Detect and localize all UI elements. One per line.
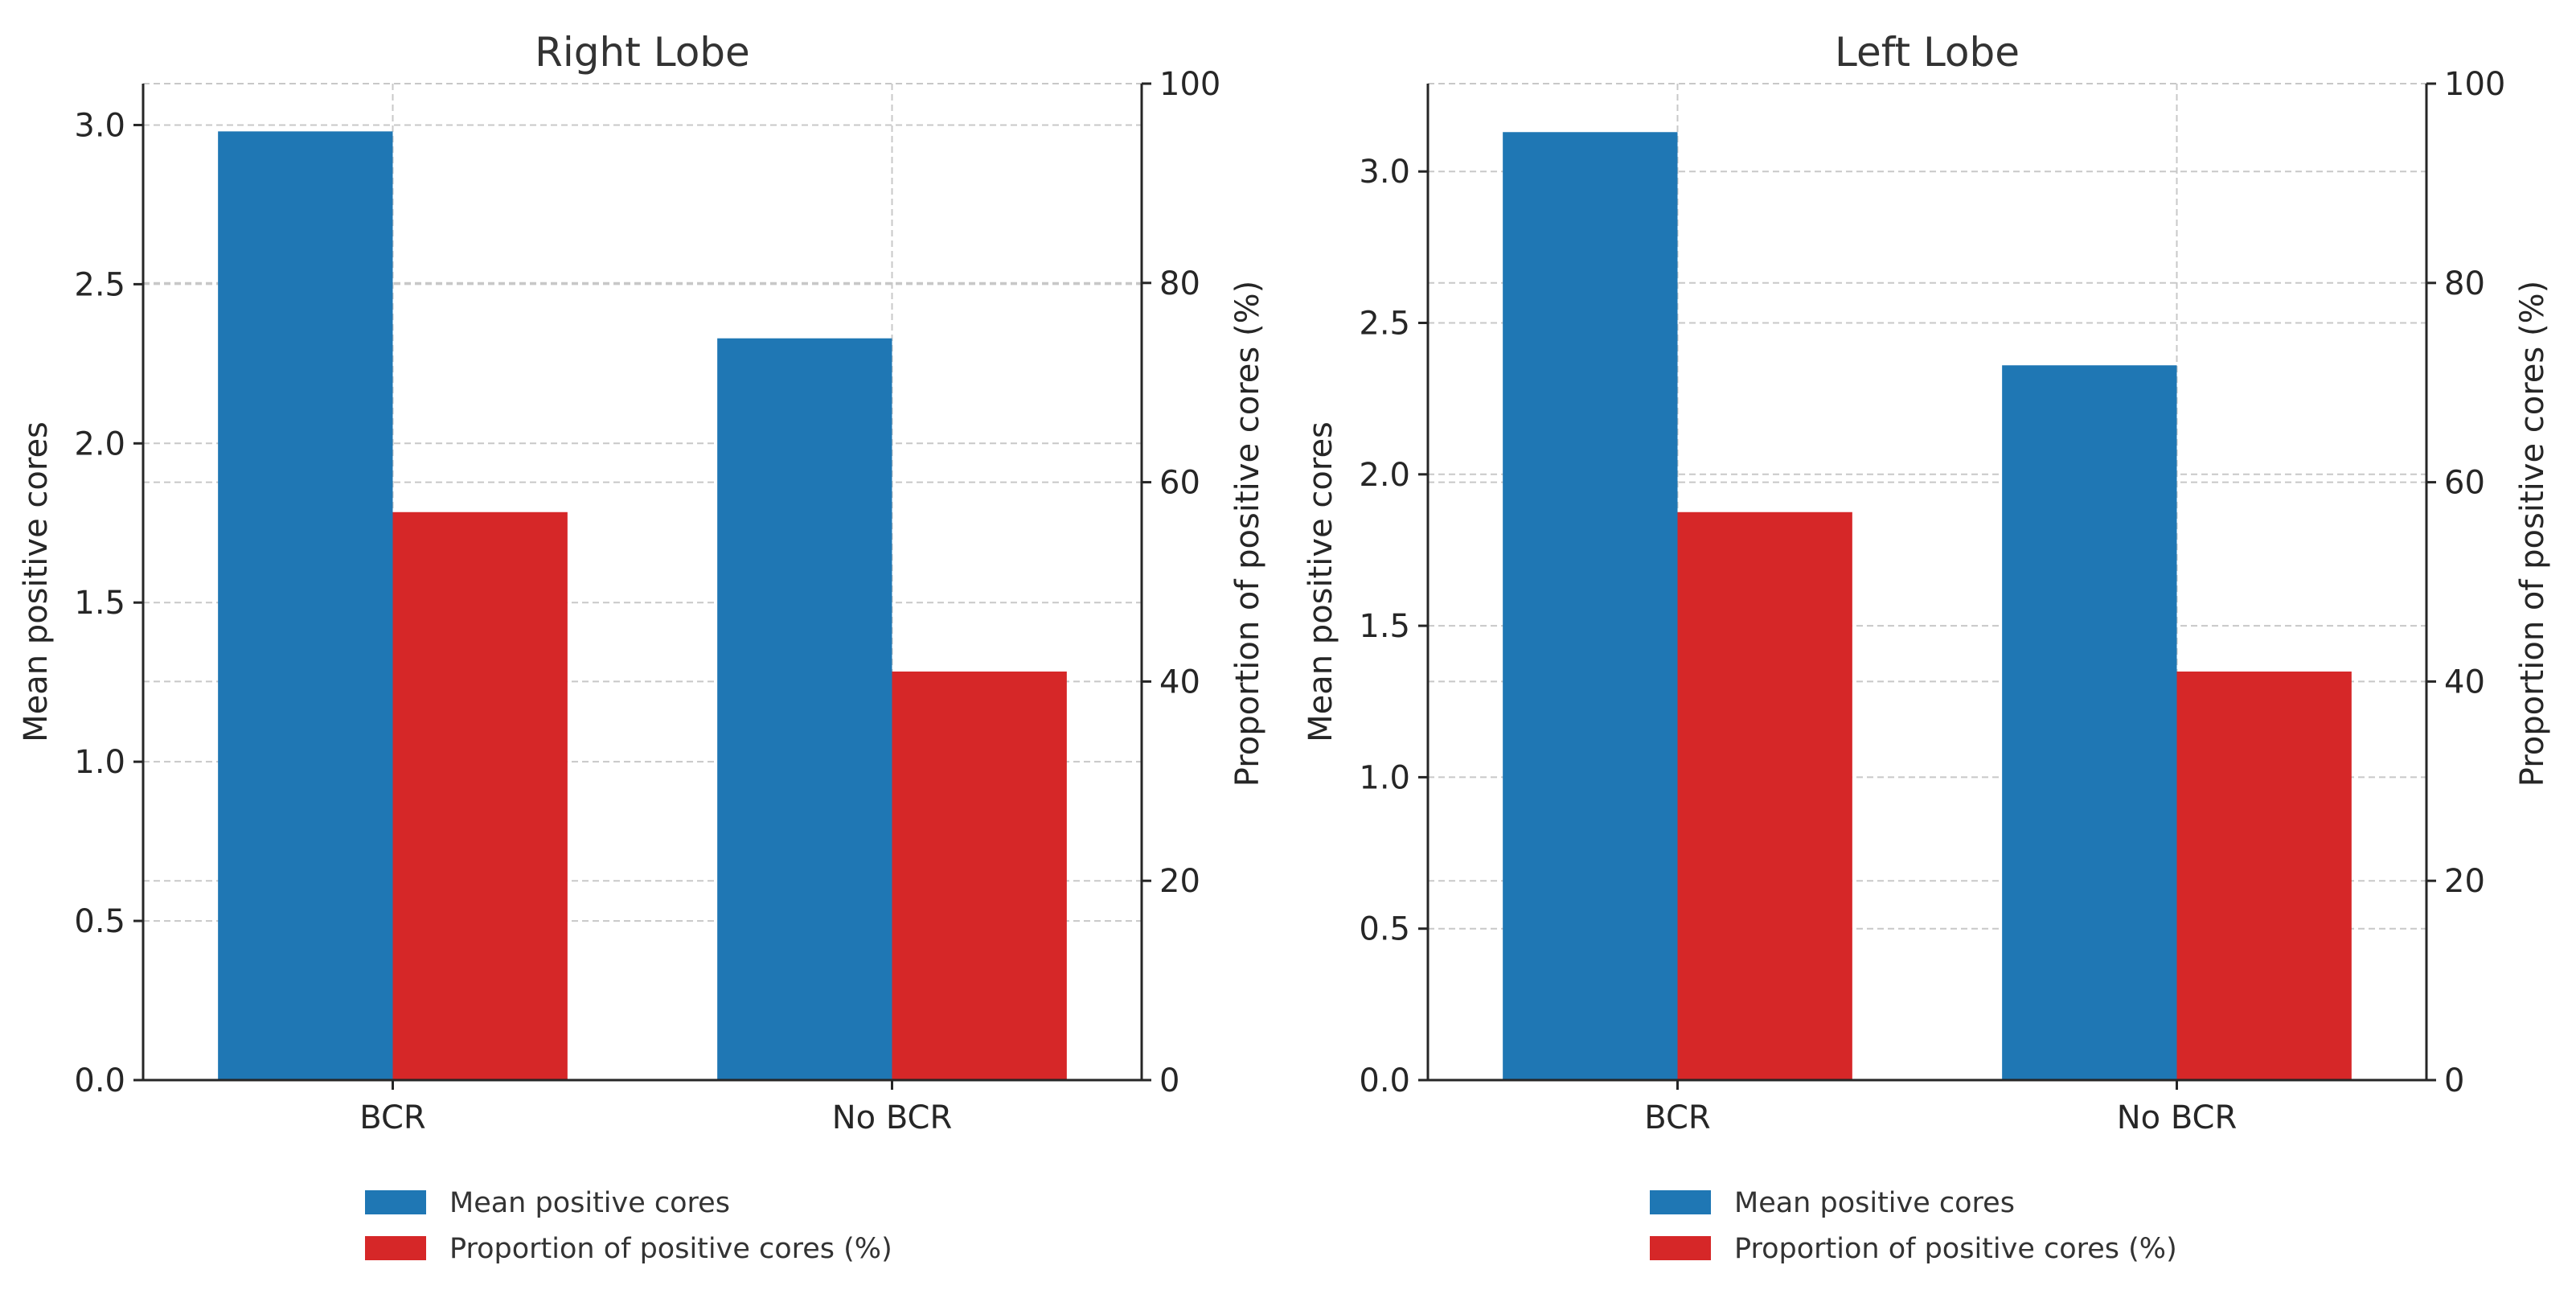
legend: Mean positive cores Proportion of positiv… [365,1187,892,1265]
ytick-right-label: 0 [1159,1062,1179,1099]
ytick-left-label: 3.0 [1359,154,1410,191]
chart-panel-left-lobe: 0.0 0.5 1.0 1.5 2.0 2.5 3.0 0 20 40 60 80 100 BCR No B… [1302,29,2551,1265]
ytick-right-label: 60 [2444,465,2485,502]
ytick-left-label: 2.5 [1359,306,1410,343]
xtick-label: BCR [359,1099,425,1136]
y-axis-label-left: Mean positive cores [1302,421,1339,742]
ytick-left-label: 3.0 [74,107,125,144]
y-axis-label-right: Proportion of positive cores (%) [1229,281,1266,787]
legend-swatch-0 [1650,1190,1711,1214]
ytick-right-label: 40 [2444,663,2485,700]
ytick-right-label: 80 [1159,265,1200,302]
legend-swatch-0 [365,1190,426,1214]
ytick-left-label: 1.0 [1359,759,1410,796]
bar-mean-positive-cores-bcr [218,131,393,1081]
bar-proportion-positive-cores-no-bcr [892,672,1067,1080]
ytick-right-label: 80 [2444,265,2485,302]
ytick-left-label: 0.0 [74,1062,125,1099]
y-axis-label-left: Mean positive cores [18,421,55,742]
ytick-left-label: 0.0 [1359,1062,1410,1099]
legend: Mean positive cores Proportion of positiv… [1650,1187,2177,1265]
ytick-left-label: 1.5 [1359,608,1410,645]
chart-title: Right Lobe [535,29,750,76]
ytick-right-label: 20 [2444,863,2485,900]
legend-label: Mean positive cores [1734,1187,2015,1219]
legend-label: Mean positive cores [449,1187,730,1219]
ytick-left-label: 1.5 [74,585,125,622]
ytick-left-label: 0.5 [1359,911,1410,948]
y-axis-label-right: Proportion of positive cores (%) [2514,281,2551,787]
legend-label: Proportion of positive cores (%) [449,1233,892,1265]
bar-proportion-positive-cores-bcr [1677,511,1852,1080]
bar-mean-positive-cores-no-bcr [2002,365,2177,1081]
bar-proportion-positive-cores-no-bcr [2176,672,2352,1080]
ytick-right-label: 0 [2444,1062,2464,1099]
ytick-right-label: 100 [2444,66,2505,103]
xtick-label: No BCR [2117,1099,2238,1136]
bar-mean-positive-cores-no-bcr [717,338,892,1080]
bar-proportion-positive-cores-bcr [392,511,568,1080]
bar-mean-positive-cores-bcr [1503,132,1678,1080]
chart-panel-right-lobe: 0.0 0.5 1.0 1.5 2.0 2.5 3.0 0 20 40 60 80 100 BCR No B… [18,29,1266,1265]
ytick-right-label: 60 [1159,465,1200,502]
ytick-left-label: 0.5 [74,903,125,940]
ytick-right-label: 20 [1159,863,1200,900]
ytick-left-label: 1.0 [74,744,125,781]
legend-label: Proportion of positive cores (%) [1734,1233,2177,1265]
ytick-left-label: 2.0 [1359,457,1410,494]
ytick-left-label: 2.0 [74,425,125,462]
legend-swatch-1 [365,1236,426,1260]
ytick-right-label: 40 [1159,663,1200,700]
legend-swatch-1 [1650,1236,1711,1260]
xtick-label: BCR [1644,1099,1710,1136]
ytick-left-label: 2.5 [74,266,125,303]
xtick-label: No BCR [832,1099,953,1136]
ytick-right-label: 100 [1159,66,1220,103]
chart-title: Left Lobe [1835,29,2020,76]
